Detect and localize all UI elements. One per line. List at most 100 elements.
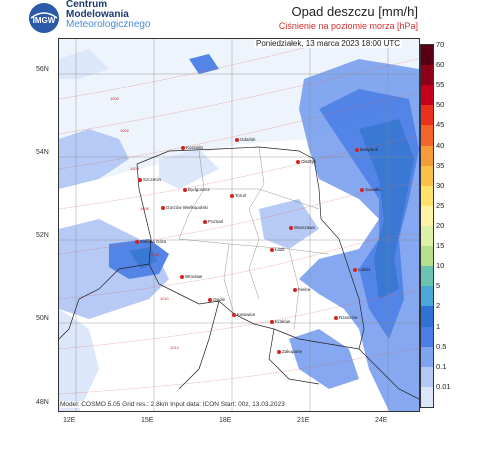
city-marker [138,178,142,182]
scale-label: 35 [436,160,445,170]
scale-label: 50 [436,100,445,110]
city-name: Poznań [208,219,224,224]
scale-label: 25 [436,200,445,210]
model-info-label: Model: COSMO 5.05 Grid res.: 2.8km Input… [60,401,285,408]
city-name: Białystok [360,147,379,152]
scale-color-cell [421,205,433,227]
forecast-date-label: Poniedziałek, 13 marca 2023 18:00 UTC [254,39,403,48]
city-name: Olsztyn [301,159,317,164]
precipitation-color-scale [420,44,434,408]
scale-label: 45 [436,120,445,130]
scale-label: 15 [436,241,445,251]
scale-color-cell [421,65,433,86]
logo-line1: Centrum [66,0,108,10]
scale-color-cell [421,165,433,187]
scale-label: 55 [436,80,445,90]
scale-color-cell [421,85,433,106]
lon-label: 12E [63,417,76,424]
region-borders [178,146,330,330]
city-marker [360,188,364,192]
city-name: Gdańsk [240,137,256,142]
isobar-label: 1010 [160,296,169,301]
city-marker [230,194,234,198]
lat-label: 50N [36,315,49,322]
isobar-lines [59,39,419,395]
map-canvas [59,39,419,411]
city-name: Koszalin [186,145,204,150]
lat-label: 52N [36,232,49,239]
country-borders [59,146,419,400]
city-marker [270,320,274,324]
lon-label: 15E [141,417,154,424]
map-title: Opad deszczu [mm/h] [291,4,418,19]
city-marker [181,146,185,150]
city-name: Opole [213,297,226,302]
lat-label: 48N [36,399,49,406]
city-name: Suwałki [365,187,381,192]
isobar-label: 1008 [150,252,159,257]
scale-color-cell [421,45,433,66]
scale-label: 30 [436,180,445,190]
city-marker [232,313,236,317]
city-marker [203,220,207,224]
city-marker [135,240,139,244]
imgw-logo: IMGW Centrum Modelowania Meteorologiczne… [28,0,198,40]
forecast-map[interactable] [58,38,420,412]
scale-color-cell [421,326,433,348]
city-marker [180,275,184,279]
city-name: Kraków [275,319,291,324]
isobar-label: 1012 [170,345,179,350]
scale-color-cell [421,246,433,267]
scale-label: 5 [436,281,441,291]
city-name: Gorzów Wielkopolski [166,205,208,210]
scale-label: 0.1 [436,361,447,371]
city-marker [334,316,338,320]
city-marker [296,160,300,164]
scale-label: 40 [436,140,445,150]
city-marker [277,350,281,354]
scale-color-cell [421,346,433,368]
lat-lon-grid [59,39,419,411]
city-name: Zielona Góra [140,239,167,244]
logo-text: Centrum Modelowania Meteorologicznego [66,0,151,30]
isobar-label: 1004 [130,166,139,171]
city-name: Szczecin [143,177,162,182]
map-subtitle: Ciśnienie na poziomie morza [hPa] [278,21,418,31]
lat-label: 54N [36,149,49,156]
scale-label: 10 [436,261,445,271]
city-name: Bydgoszcz [188,187,210,192]
city-name: Warszawa [294,225,315,230]
scale-color-cell [421,105,433,126]
scale-label: 1 [436,321,441,331]
city-marker [161,206,165,210]
scale-label: 20 [436,221,445,230]
scale-color-cell [421,386,433,408]
city-marker [353,268,357,272]
scale-color-cell [421,125,433,147]
city-name: Toruń [235,193,247,198]
city-marker [293,288,297,292]
city-name: Łódź [275,247,285,252]
city-name: Lublin [358,267,371,272]
scale-color-cell [421,266,433,287]
scale-color-cell [421,226,433,247]
isobar-label: 1000 [110,96,119,101]
city-marker [355,148,359,152]
lon-label: 18E [219,417,232,424]
lat-label: 56N [36,66,49,73]
scale-label: 0.01 [436,381,451,391]
city-marker [208,298,212,302]
isobar-label: 1006 [140,206,149,211]
city-marker [289,226,293,230]
scale-color-cell [421,185,433,207]
scale-label: 60 [436,60,445,70]
imgw-logo-icon: IMGW [29,3,59,33]
city-name: Kielce [298,287,311,292]
logo-line3: Meteorologicznego [66,19,151,30]
lon-label: 24E [375,417,388,424]
isobar-label: 1002 [120,128,129,133]
scale-color-cell [421,366,433,388]
lon-label: 21E [297,417,310,424]
city-marker [183,188,187,192]
city-name: Zakopane [282,349,303,354]
